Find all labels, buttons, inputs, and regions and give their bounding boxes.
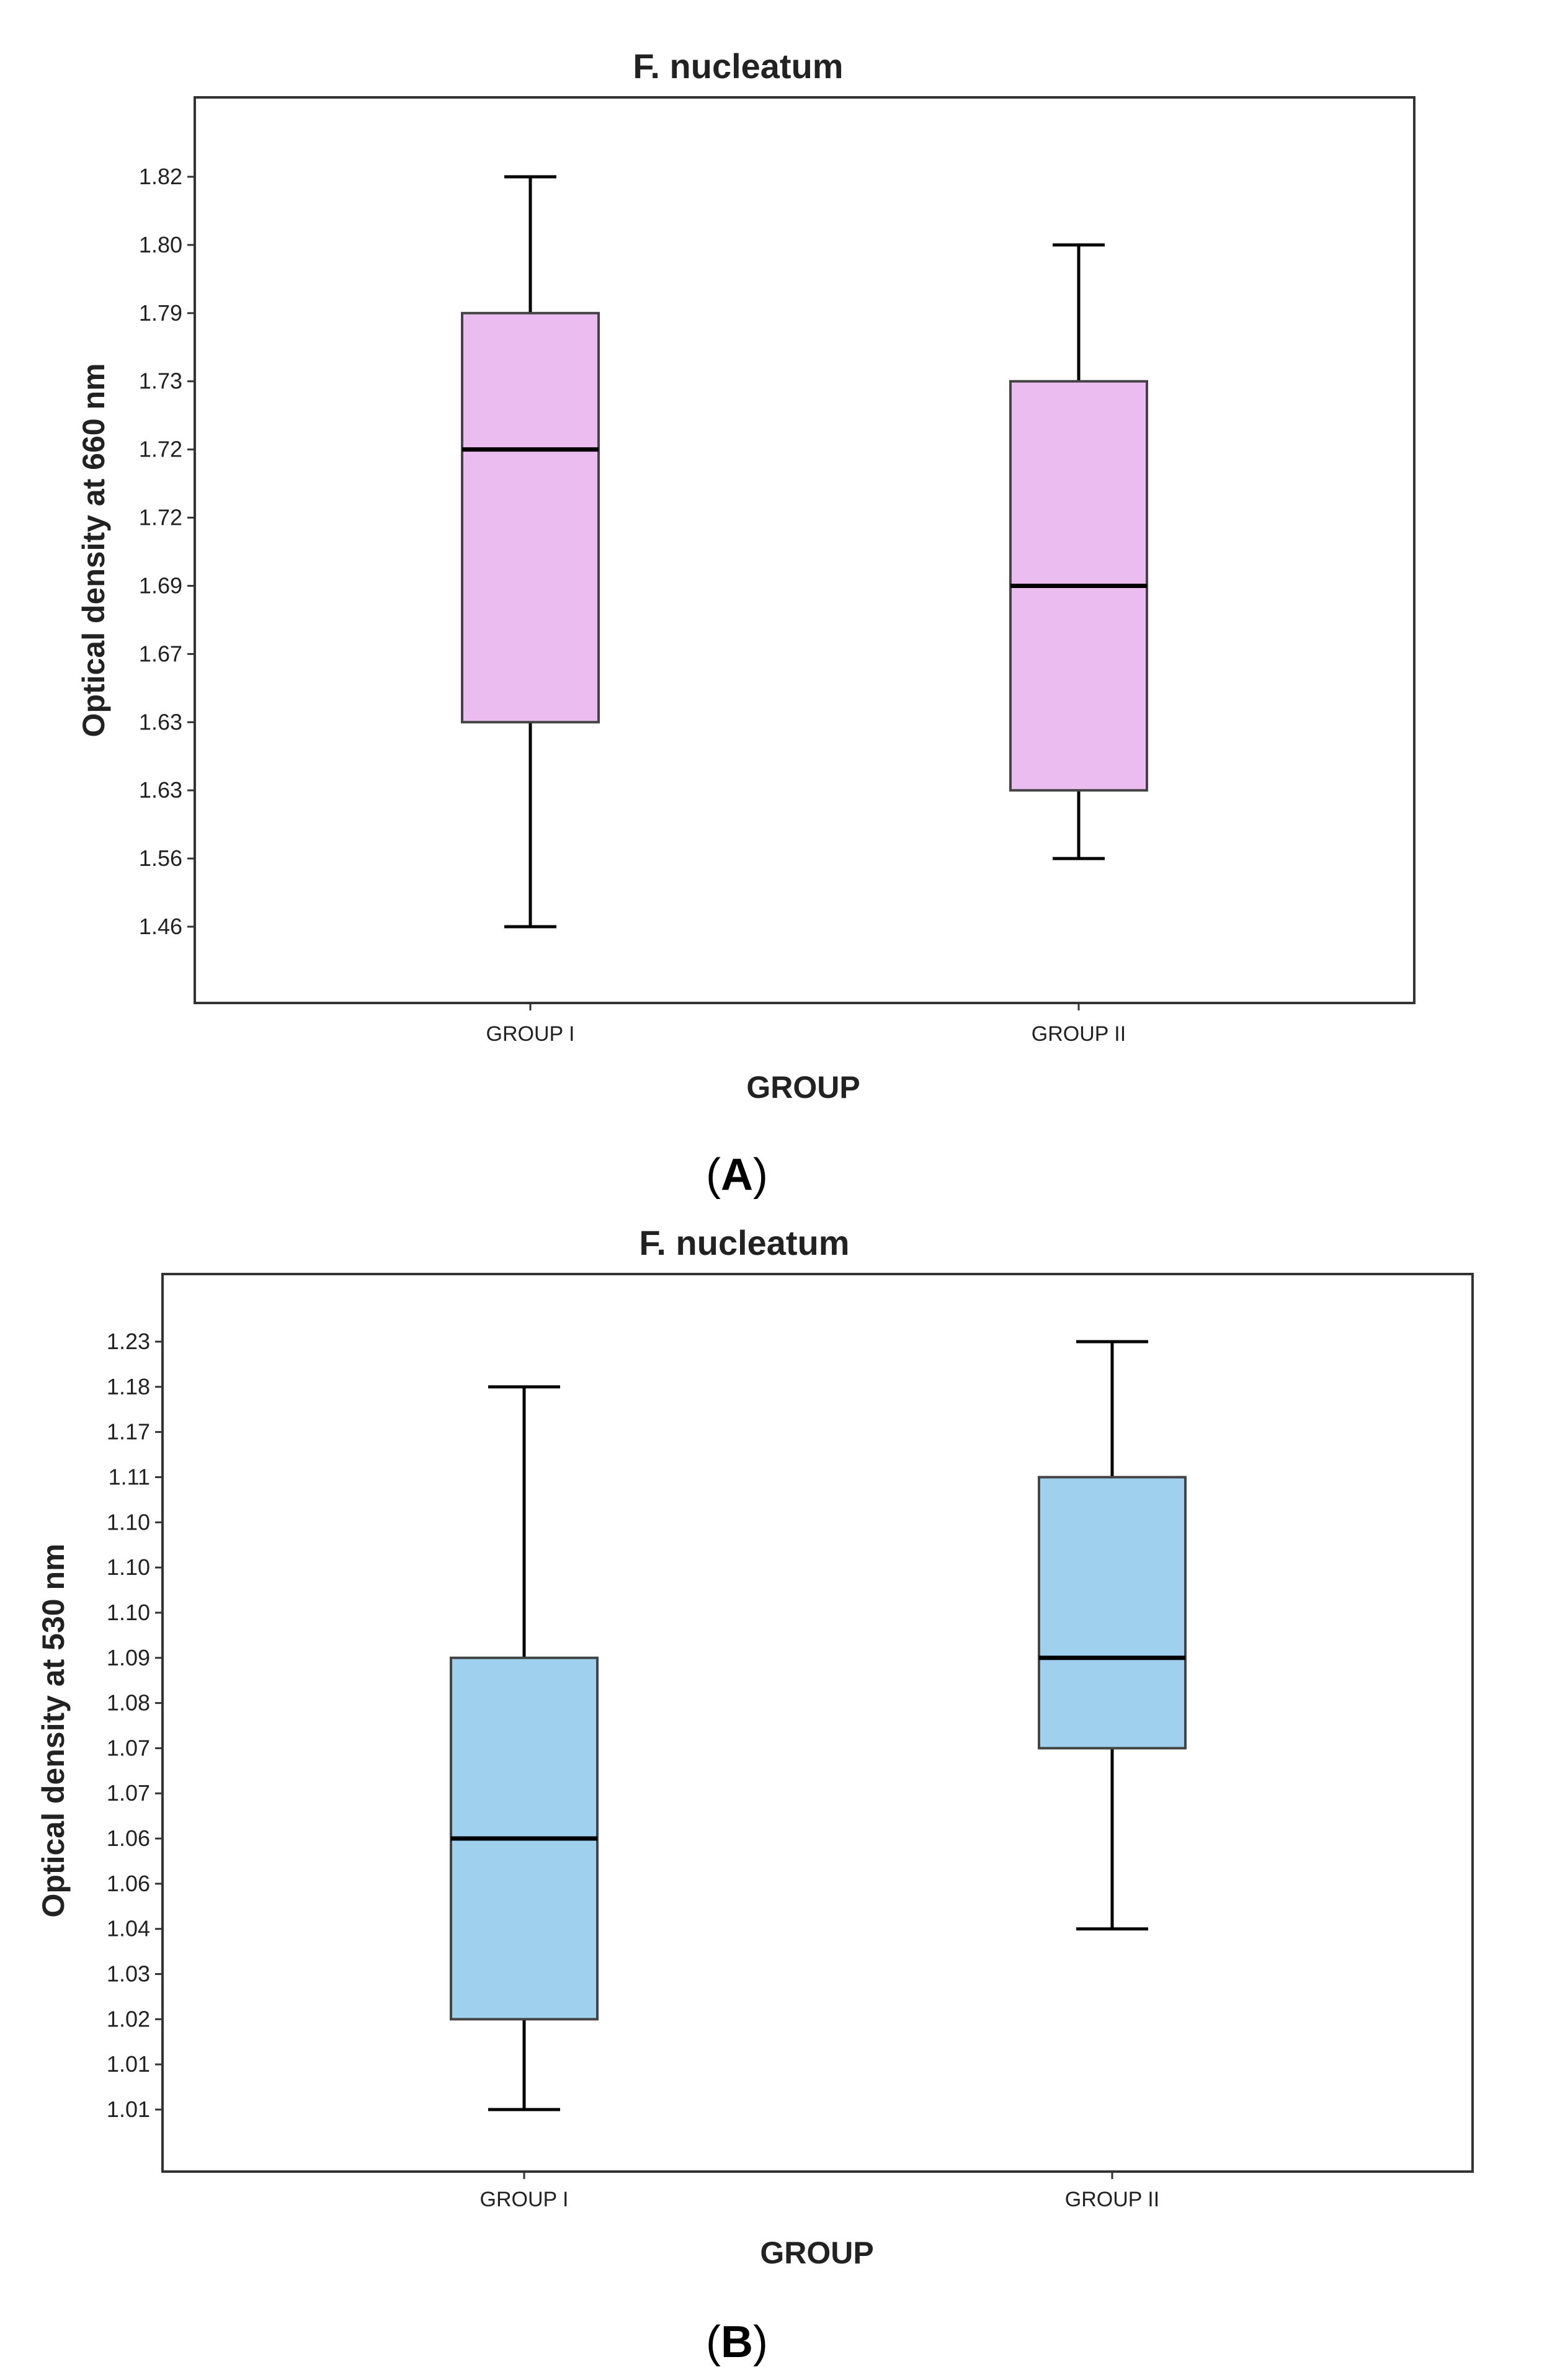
chart-b-boxes [450,1340,1187,2111]
y-tick-label: 1.18 [107,1374,150,1399]
y-tick-label: 1.80 [139,232,182,257]
y-tick-label: 1.63 [139,777,182,803]
y-tick-label: 1.23 [107,1329,150,1354]
y-tick-label: 1.46 [139,914,182,939]
y-tick-label: 1.03 [107,1961,150,1987]
y-tick-label: 1.01 [107,2097,150,2122]
y-tick-label: 1.08 [107,1690,150,1716]
chart-a-boxes [461,175,1148,929]
y-tick-label: 1.04 [107,1916,150,1941]
iqr-box [1038,1476,1187,1750]
box-2 [1038,1340,1187,1931]
chart-b-x-axis: GROUP I GROUP II [480,2172,1159,2211]
y-tick-label: 1.72 [139,505,182,530]
y-tick-label: 1.06 [107,1871,150,1896]
y-tick-label: 1.63 [139,709,182,734]
chart-a-title: F. nucleatum [633,47,843,86]
y-tick-label: 1.17 [107,1419,150,1445]
y-tick-label: 1.07 [107,1780,150,1806]
x-tick-label: GROUP II [1065,2188,1159,2211]
iqr-box [461,311,600,724]
y-tick-label: 1.11 [109,1464,150,1489]
y-tick-label: 1.01 [107,2051,150,2077]
chart-a-y-axis-title: Optical density at 660 nm [76,363,111,738]
chart-a-x-axis-title: GROUP [746,1070,860,1105]
y-tick-label: 1.56 [139,845,182,871]
y-tick-label: 1.73 [139,368,182,394]
panel-b-label: (B) [706,2317,768,2367]
chart-a-x-axis: GROUP I GROUP II [486,1003,1126,1046]
y-tick-label: 1.07 [107,1735,150,1760]
chart-a-y-axis: 1.46 1.56 1.63 1.63 1.67 1.69 1.72 1.72 1.73 1.79… [139,164,195,939]
chart-b-x-axis-title: GROUP [760,2235,873,2270]
box-1 [450,1385,599,2111]
y-tick-label: 1.02 [107,2006,150,2031]
chart-b-y-axis: 1.01 1.01 1.02 1.03 1.04 1.06 1.06 1.07 1.07 1.08… [107,1329,163,2122]
panel-a-label: (A) [706,1150,768,1200]
box-1 [461,175,600,929]
chart-b-plot-frame [161,1273,1474,2173]
y-tick-label: 1.79 [139,300,182,326]
y-tick-label: 1.72 [139,437,182,462]
y-tick-label: 1.67 [139,641,182,666]
y-tick-label: 1.10 [107,1600,150,1625]
box-2 [1009,243,1148,860]
chart-a: F. nucleatum 1.46 1.56 1.63 1.63 1.67 1.69 1.7… [76,47,1415,1105]
y-tick-label: 1.10 [107,1509,150,1535]
chart-b-y-axis-title: Optical density at 530 nm [36,1544,71,1918]
y-tick-label: 1.06 [107,1825,150,1851]
x-tick-label: GROUP I [486,1022,575,1046]
y-tick-label: 1.69 [139,573,182,598]
chart-b-title: F. nucleatum [639,1223,849,1262]
y-tick-label: 1.09 [107,1645,150,1670]
chart-b: F. nucleatum 1.011.011.021.031.041.061.0… [36,1223,1474,2270]
x-tick-label: GROUP I [480,2188,569,2211]
chart-a-plot-frame [194,96,1415,1004]
x-tick-label: GROUP II [1032,1022,1126,1046]
y-tick-label: 1.10 [107,1554,150,1580]
y-tick-label: 1.82 [139,164,182,189]
